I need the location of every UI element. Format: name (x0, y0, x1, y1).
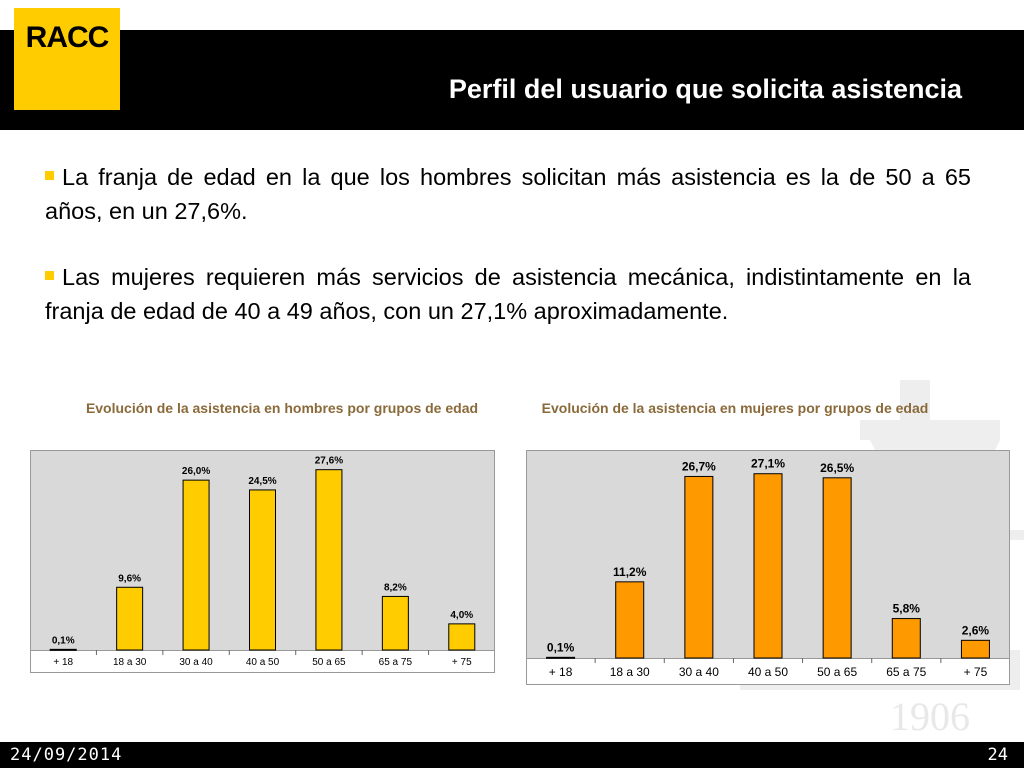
women-axis-band (526, 658, 1010, 685)
women-bar (960, 639, 990, 659)
bullet-item: Las mujeres requieren más servicios de a… (45, 260, 971, 328)
men-tick-label: 50 a 65 (312, 657, 346, 668)
women-data-label: 26,7% (682, 459, 716, 473)
men-data-label: 24,5% (248, 476, 276, 487)
bullet-list: La franja de edad en la que los hombres … (45, 160, 971, 360)
logo-text: RACC (25, 21, 110, 54)
women-bar (753, 473, 783, 659)
women-data-label: 0,1% (547, 640, 575, 654)
men-bar (249, 489, 276, 651)
men-data-label: 26,0% (182, 466, 210, 477)
women-data-label: 26,5% (820, 461, 854, 475)
women-tick-label: + 18 (549, 665, 573, 679)
racc-logo: RACC (14, 8, 120, 110)
bullet-item: La franja de edad en la que los hombres … (45, 160, 971, 228)
men-tick-label: 65 a 75 (379, 657, 413, 668)
women-tick-label: 18 a 30 (610, 665, 650, 679)
men-bar (448, 623, 476, 651)
bullet-square-icon (45, 271, 54, 280)
women-tick-label: 50 a 65 (817, 665, 857, 679)
header-bar (0, 30, 1024, 130)
men-bar (381, 595, 409, 651)
men-data-label: 4,0% (450, 610, 473, 621)
men-bar (315, 469, 343, 651)
watermark-year: 1906 (890, 694, 970, 739)
men-age-chart: 0,1% + 18 9,6% 18 a 30 26,0% 30 a 40 24,5% 40 a… (30, 450, 495, 673)
women-tick-label: 65 a 75 (886, 665, 926, 679)
women-bar (546, 656, 576, 659)
men-tick-label: 18 a 30 (113, 657, 147, 668)
page-number: 24 (987, 745, 1008, 765)
men-chart-title: Evolución de la asistencia en hombres po… (85, 400, 479, 416)
women-data-label: 27,1% (751, 457, 785, 471)
bullet-text: La franja de edad en la que los hombres … (45, 164, 971, 224)
women-bar (891, 618, 921, 659)
men-data-label: 9,6% (118, 573, 141, 584)
women-data-label: 2,6% (962, 623, 990, 637)
women-chart-title: Evolución de la asistencia en mujeres po… (541, 400, 929, 416)
women-bar (822, 477, 852, 659)
men-data-label: 27,6% (315, 456, 343, 467)
bullet-square-icon (45, 171, 54, 180)
bullet-text: Las mujeres requieren más servicios de a… (45, 264, 971, 324)
men-bar (182, 479, 210, 651)
men-bar (49, 648, 77, 651)
men-bar (116, 586, 144, 651)
footer-bar (0, 742, 1024, 768)
page-title: Perfil del usuario que solicita asistenc… (448, 74, 962, 104)
men-tick-label: 30 a 40 (179, 657, 213, 668)
women-bar (615, 581, 645, 659)
men-tick-label: + 75 (452, 657, 472, 668)
women-data-label: 5,8% (893, 602, 921, 616)
women-tick-label: 30 a 40 (679, 665, 719, 679)
footer-date: 24/09/2014 (10, 745, 123, 765)
women-bar (684, 475, 714, 659)
men-tick-label: + 18 (53, 657, 73, 668)
men-tick-label: 40 a 50 (246, 657, 280, 668)
women-data-label: 11,2% (613, 565, 647, 579)
men-data-label: 8,2% (384, 582, 407, 593)
women-tick-label: + 75 (964, 665, 988, 679)
men-data-label: 0,1% (52, 635, 75, 646)
women-tick-label: 40 a 50 (748, 665, 788, 679)
women-age-chart: 0,1% + 18 11,2% 18 a 30 26,7% 30 a 40 27,1% 40 … (526, 450, 1010, 685)
